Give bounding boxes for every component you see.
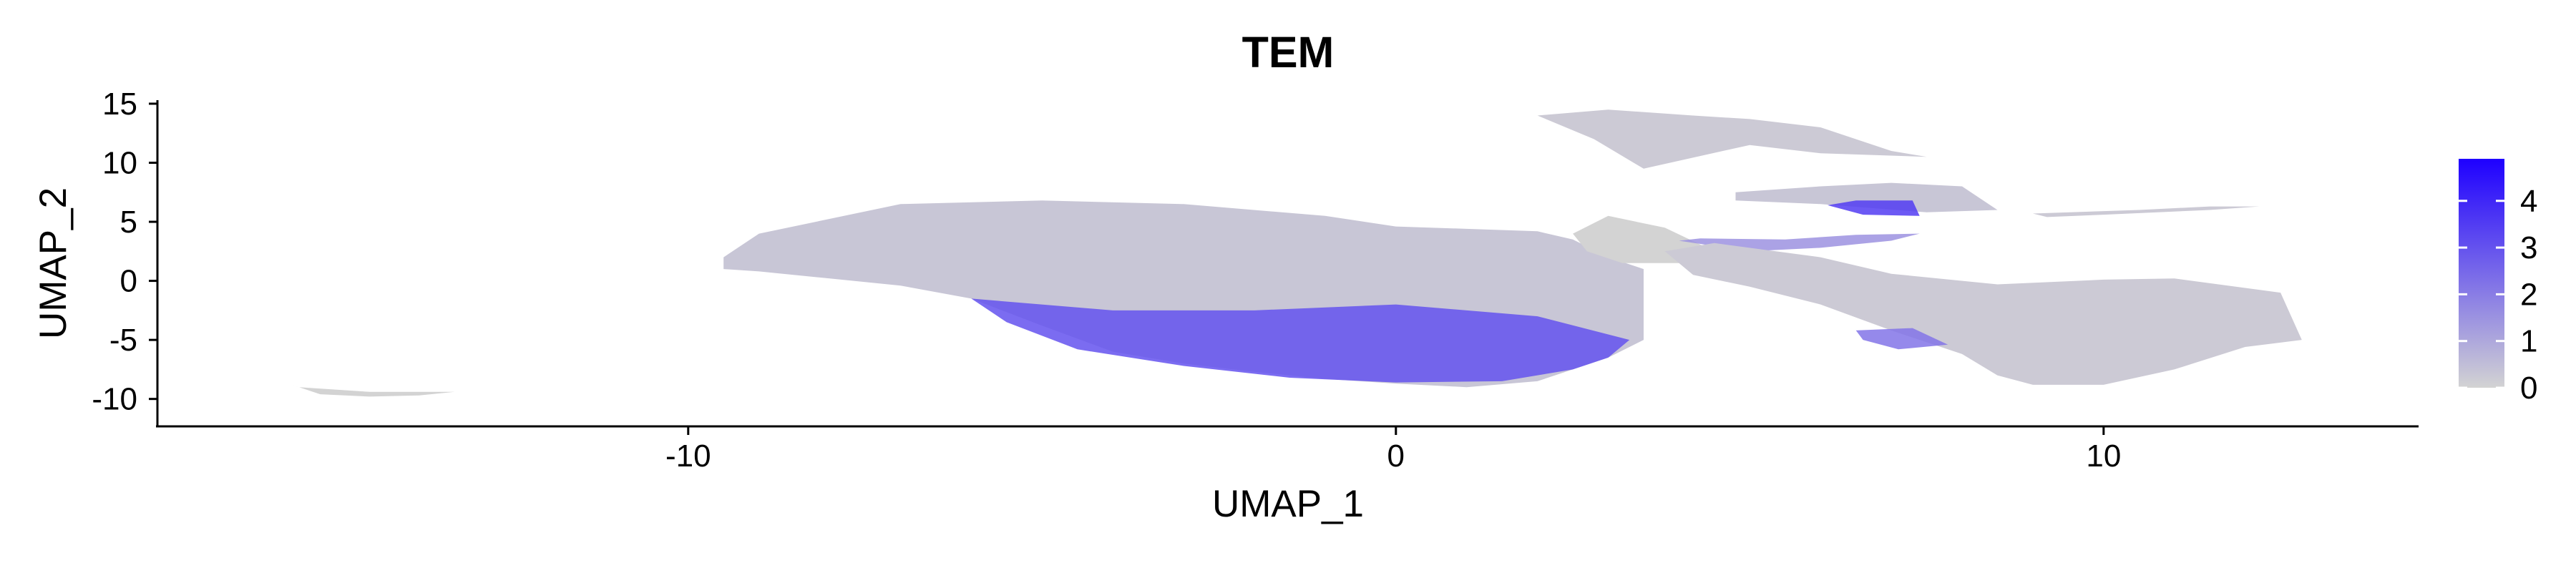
y-axis-title: UMAP_2 [32, 187, 74, 339]
x-tick-label: -10 [665, 439, 711, 474]
y-tick-label: 0 [120, 264, 137, 299]
x-tick-label: 0 [1387, 439, 1405, 474]
cell-region-far-left-fragment [291, 384, 455, 397]
cell-region-mid-hotspot [1828, 200, 1920, 216]
colorbar-gradient [2459, 159, 2504, 388]
cell-region-mid-arm [1735, 182, 1998, 212]
points-layer [291, 109, 2302, 397]
colorbar-tick-label: 4 [2520, 184, 2537, 219]
y-axis-ticks: 15 10 5 0 -5 -10 [92, 87, 157, 417]
colorbar-tick-label: 2 [2520, 277, 2537, 312]
x-axis-ticks: -10 0 10 [665, 426, 2121, 474]
chart-title: TEM [1242, 28, 1335, 77]
cell-region-small-arm [2032, 206, 2260, 217]
colorbar-legend: 4 3 2 1 0 [2459, 159, 2537, 406]
colorbar-tick-label: 0 [2520, 371, 2537, 406]
cell-region-right-blob [1664, 243, 2302, 385]
y-tick-label: -5 [109, 323, 137, 358]
y-tick-label: 10 [102, 145, 137, 180]
cell-region-top-lobe [1537, 109, 1927, 169]
cell-region-right-blob-spot [1855, 328, 1948, 350]
y-tick-label: -10 [92, 382, 137, 417]
colorbar-tick-label: 3 [2520, 230, 2537, 265]
x-axis-title: UMAP_1 [1212, 483, 1364, 525]
y-tick-label: 15 [102, 87, 137, 122]
y-tick-label: 5 [120, 205, 137, 240]
x-tick-label: 10 [2086, 439, 2121, 474]
colorbar-tick-label: 1 [2520, 324, 2537, 359]
cell-region-main-expression-lobe [971, 298, 1630, 383]
